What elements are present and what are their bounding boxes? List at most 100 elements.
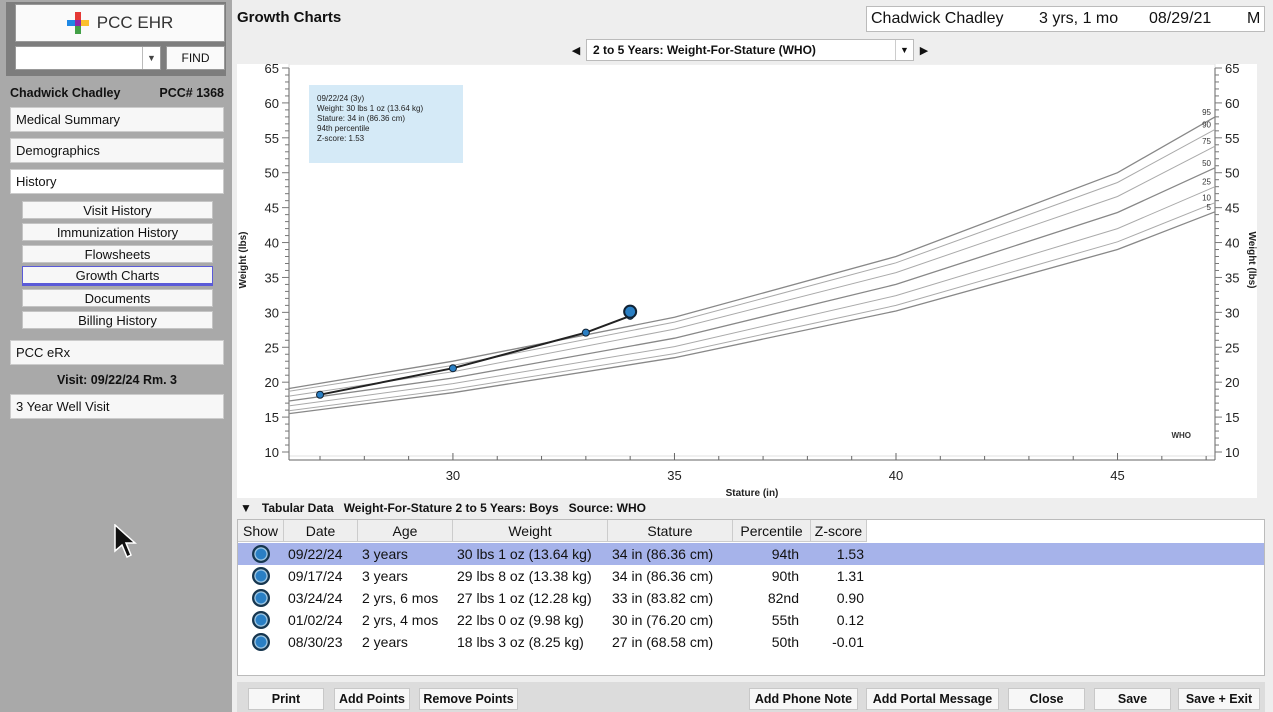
sidebar-item-demographics[interactable]: Demographics xyxy=(10,138,224,163)
add-points-button[interactable]: Add Points xyxy=(334,688,410,710)
patient-data-point[interactable] xyxy=(316,390,325,399)
percentile-cell: 90th xyxy=(771,568,799,584)
percentile-curve-10 xyxy=(288,202,1216,412)
sidebar-patient-line: Chadwick Chadley PCC# 1368 xyxy=(10,86,224,100)
percentile-cell: 94th xyxy=(771,546,799,562)
table-row[interactable]: 08/30/23 2 years 18 lbs 3 oz (8.25 kg) 27 i… xyxy=(238,631,1264,653)
tabular-data-subtitle: Weight-For-Stature 2 to 5 Years: Boys xyxy=(343,501,559,515)
column-header-show[interactable]: Show xyxy=(238,520,284,542)
page-title: Growth Charts xyxy=(237,9,342,26)
tooltip-line: Stature: 34 in (86.36 cm) xyxy=(317,114,406,123)
remove-points-button[interactable]: Remove Points xyxy=(419,688,518,710)
chart-type-select[interactable]: 2 to 5 Years: Weight-For-Stature (WHO) ▼ xyxy=(586,39,914,61)
date-cell: 09/22/24 xyxy=(288,546,343,562)
add-phone-note-button[interactable]: Add Phone Note xyxy=(749,688,858,710)
column-header-stature[interactable]: Stature xyxy=(608,520,733,542)
previous-chart-arrow-icon[interactable]: ◀ xyxy=(571,44,581,57)
percentile-curve-5 xyxy=(288,211,1216,415)
show-point-toggle-icon[interactable] xyxy=(252,633,270,651)
pcc-ehr-home-button[interactable]: PCC EHR xyxy=(15,4,225,42)
tooltip-line: 09/22/24 (3y) xyxy=(317,94,365,103)
table-row[interactable]: 03/24/24 2 yrs, 6 mos 27 lbs 1 oz (12.28 k… xyxy=(238,587,1264,609)
date-cell: 08/30/23 xyxy=(288,634,343,650)
column-header-zscore[interactable]: Z-score xyxy=(811,520,867,542)
mouse-pointer-icon xyxy=(114,524,137,559)
y-tick-label-right: 25 xyxy=(1225,340,1239,355)
table-header: Show Date Age Weight Stature Percentile … xyxy=(238,520,867,542)
collapse-toggle-icon[interactable]: ▼ xyxy=(240,501,252,515)
age-cell: 3 years xyxy=(362,568,408,584)
y-tick-label-right: 10 xyxy=(1225,445,1239,460)
tabular-data-header: ▼ Tabular Data Weight-For-Stature 2 to 5… xyxy=(240,501,646,515)
patient-data-point[interactable] xyxy=(448,364,457,373)
save-button[interactable]: Save xyxy=(1094,688,1171,710)
show-cell xyxy=(238,565,284,587)
show-cell xyxy=(238,609,284,631)
app-name: PCC EHR xyxy=(96,13,174,32)
sidebar-item-flowsheets[interactable]: Flowsheets xyxy=(22,245,213,263)
percentile-label: 5 xyxy=(1207,203,1212,212)
column-header-percentile[interactable]: Percentile xyxy=(733,520,811,542)
print-button[interactable]: Print xyxy=(248,688,324,710)
x-tick-label: 45 xyxy=(1110,468,1124,483)
add-portal-message-button[interactable]: Add Portal Message xyxy=(866,688,999,710)
sidebar-patient-name: Chadwick Chadley xyxy=(10,86,121,100)
percentile-curve-95 xyxy=(288,116,1216,390)
show-point-toggle-icon[interactable] xyxy=(252,589,270,607)
column-header-weight[interactable]: Weight xyxy=(453,520,608,542)
tooltip-line: Z-score: 1.53 xyxy=(317,134,365,143)
y-tick-label-right: 50 xyxy=(1225,166,1239,181)
save-exit-button[interactable]: Save + Exit xyxy=(1178,688,1260,710)
patient-data-point[interactable] xyxy=(623,304,638,319)
age-cell: 2 yrs, 6 mos xyxy=(362,590,439,606)
y-tick-label-left: 65 xyxy=(265,64,279,76)
find-button[interactable]: FIND xyxy=(166,46,225,70)
sidebar-item-visit[interactable]: 3 Year Well Visit xyxy=(10,394,224,419)
table-row[interactable]: 01/02/24 2 yrs, 4 mos 22 lbs 0 oz (9.98 kg… xyxy=(238,609,1264,631)
patient-header: Chadwick Chadley 3 yrs, 1 mo 08/29/21 M xyxy=(866,6,1265,32)
sidebar-item-medical-summary[interactable]: Medical Summary xyxy=(10,107,224,132)
sidebar-item-immunization-history[interactable]: Immunization History xyxy=(22,223,213,241)
y-tick-label-left: 60 xyxy=(265,96,279,111)
tooltip-line: 94th percentile xyxy=(317,124,370,133)
show-point-toggle-icon[interactable] xyxy=(252,545,270,563)
find-dropdown[interactable]: ▼ xyxy=(15,46,161,70)
chevron-down-icon[interactable]: ▼ xyxy=(895,40,913,60)
table-row[interactable]: 09/22/24 3 years 30 lbs 1 oz (13.64 kg) 34 … xyxy=(238,543,1264,565)
sidebar-item-documents[interactable]: Documents xyxy=(22,289,213,307)
y-tick-label-right: 15 xyxy=(1225,410,1239,425)
close-button[interactable]: Close xyxy=(1008,688,1085,710)
weight-cell: 18 lbs 3 oz (8.25 kg) xyxy=(457,634,584,650)
y-tick-label-right: 35 xyxy=(1225,270,1239,285)
date-cell: 03/24/24 xyxy=(288,590,343,606)
y-tick-label-left: 30 xyxy=(265,305,279,320)
stature-cell: 27 in (68.58 cm) xyxy=(612,634,714,650)
y-tick-label-right: 65 xyxy=(1225,64,1239,76)
y-tick-label-left: 45 xyxy=(265,201,279,216)
column-header-age[interactable]: Age xyxy=(358,520,453,542)
y-tick-label-right: 45 xyxy=(1225,201,1239,216)
table-row[interactable]: 09/17/24 3 years 29 lbs 8 oz (13.38 kg) 34 … xyxy=(238,565,1264,587)
column-header-date[interactable]: Date xyxy=(284,520,358,542)
chevron-down-icon[interactable]: ▼ xyxy=(142,47,160,69)
x-tick-label: 30 xyxy=(446,468,460,483)
show-point-toggle-icon[interactable] xyxy=(252,567,270,585)
sidebar-item-history[interactable]: History xyxy=(10,169,224,194)
percentile-label: 95 xyxy=(1202,108,1211,117)
show-cell xyxy=(238,587,284,609)
sidebar-item-pcc-erx[interactable]: PCC eRx xyxy=(10,340,224,365)
show-point-toggle-icon[interactable] xyxy=(252,611,270,629)
stature-cell: 33 in (83.82 cm) xyxy=(612,590,714,606)
sidebar-item-growth-charts[interactable]: Growth Charts xyxy=(22,266,213,286)
next-chart-arrow-icon[interactable]: ▶ xyxy=(919,44,929,57)
sidebar: PCC EHR ▼ FIND Chadwick Chadley PCC# 136… xyxy=(0,0,232,712)
patient-data-point[interactable] xyxy=(581,328,590,337)
percentile-label: 25 xyxy=(1202,178,1211,187)
sidebar-item-visit-history[interactable]: Visit History xyxy=(22,201,213,219)
show-cell xyxy=(238,543,284,565)
stature-cell: 34 in (86.36 cm) xyxy=(612,568,714,584)
sidebar-item-billing-history[interactable]: Billing History xyxy=(22,311,213,329)
tabular-data-title: Tabular Data xyxy=(261,501,334,515)
y-tick-label-left: 55 xyxy=(265,131,279,146)
